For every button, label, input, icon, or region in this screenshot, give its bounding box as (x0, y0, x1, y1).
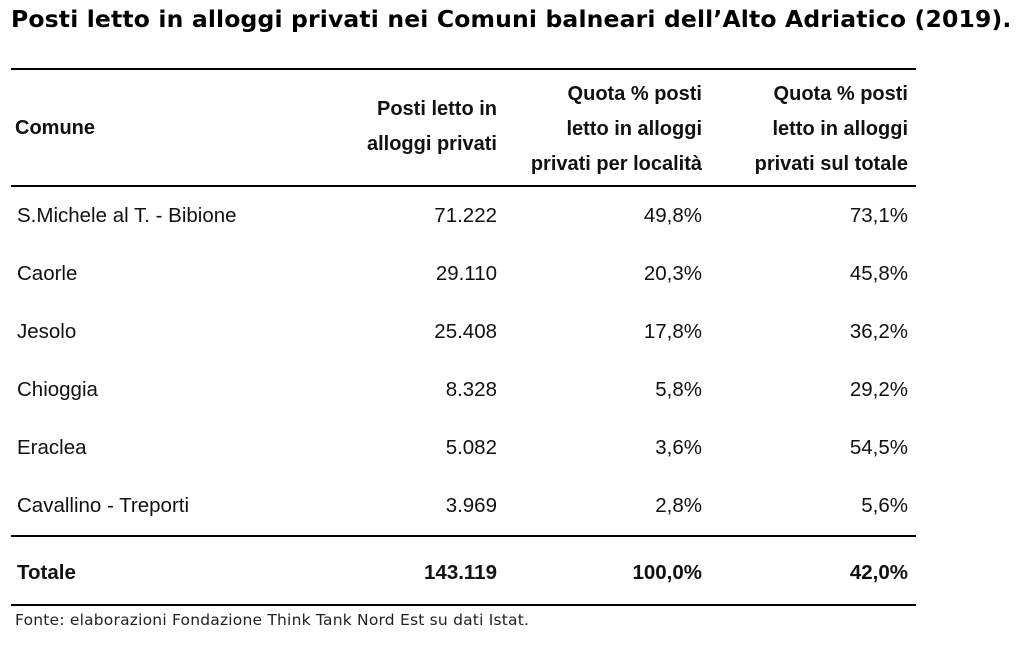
quota-localita-cell: 17,8% (643, 320, 702, 343)
comune-cell: Caorle (17, 262, 78, 285)
header-line: Quota % posti (773, 83, 908, 105)
header-quota-localita: Quota % posti letto in alloggi privati p… (531, 77, 702, 182)
posti-cell: 5.082 (445, 436, 497, 459)
bottom-rule (11, 604, 916, 606)
quota-localita-cell: 2,8% (655, 494, 702, 517)
quota-totale-cell: 36,2% (849, 320, 908, 343)
quota-totale-cell: 5,6% (861, 494, 908, 517)
quota-localita-cell: 5,8% (655, 378, 702, 401)
quota-localita-cell: 49,8% (643, 204, 702, 227)
total-rule (11, 535, 916, 537)
header-comune: Comune (15, 111, 95, 146)
comune-cell: Jesolo (17, 320, 77, 343)
header-line: privati per località (530, 153, 702, 175)
header-line: alloggi privati (366, 133, 497, 155)
total-label: Totale (17, 561, 76, 584)
header-quota-totale: Quota % posti letto in alloggi privati s… (755, 77, 908, 182)
quota-localita-cell: 3,6% (655, 436, 702, 459)
total-quota-localita: 100,0% (632, 561, 702, 584)
top-rule (11, 68, 916, 70)
table-row: S.Michele al T. - Bibione 71.222 49,8% 7… (0, 196, 1024, 236)
comune-cell: Chioggia (17, 378, 98, 401)
quota-totale-cell: 45,8% (849, 262, 908, 285)
comune-cell: Eraclea (17, 436, 87, 459)
posti-cell: 8.328 (445, 378, 497, 401)
table-row: Eraclea 5.082 3,6% 54,5% (0, 428, 1024, 468)
posti-cell: 3.969 (445, 494, 497, 517)
posti-cell: 71.222 (434, 204, 497, 227)
table-row: Caorle 29.110 20,3% 45,8% (0, 254, 1024, 294)
header-line: letto in alloggi (772, 118, 908, 140)
header-line: letto in alloggi (566, 118, 702, 140)
comune-cell: Cavallino - Treporti (17, 494, 190, 517)
quota-localita-cell: 20,3% (643, 262, 702, 285)
header-line: Comune (15, 117, 95, 139)
total-row: Totale 143.119 100,0% 42,0% (0, 553, 1024, 593)
quota-totale-cell: 54,5% (849, 436, 908, 459)
table-row: Jesolo 25.408 17,8% 36,2% (0, 312, 1024, 352)
table-row: Chioggia 8.328 5,8% 29,2% (0, 370, 1024, 410)
table-row: Cavallino - Treporti 3.969 2,8% 5,6% (0, 486, 1024, 526)
comune-cell: S.Michele al T. - Bibione (17, 204, 237, 227)
posti-cell: 25.408 (434, 320, 497, 343)
posti-cell: 29.110 (435, 262, 497, 285)
header-posti-letto: Posti letto in alloggi privati (367, 92, 497, 162)
quota-totale-cell: 29,2% (849, 378, 908, 401)
header-line: privati sul totale (754, 153, 908, 175)
total-quota-totale: 42,0% (849, 561, 908, 584)
header-rule (11, 185, 916, 187)
source-note: Fonte: elaborazioni Fondazione Think Tan… (15, 611, 530, 629)
total-posti: 143.119 (424, 561, 497, 584)
header-line: Quota % posti (567, 83, 702, 105)
header-line: Posti letto in (377, 98, 497, 120)
table-title: Posti letto in alloggi privati nei Comun… (11, 5, 1012, 33)
quota-totale-cell: 73,1% (849, 204, 908, 227)
